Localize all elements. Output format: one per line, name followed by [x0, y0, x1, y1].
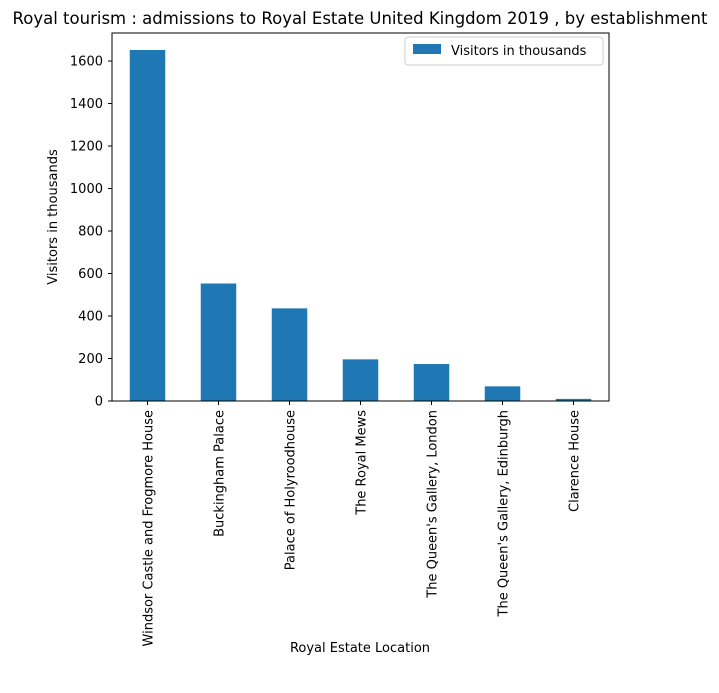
x-tick-label: The Queen's Gallery, Edinburgh	[497, 410, 512, 617]
legend: Visitors in thousands	[405, 37, 603, 65]
bar-4	[343, 359, 379, 401]
y-tick-label: 800	[78, 225, 103, 240]
y-tick-label: 1000	[70, 182, 103, 197]
y-tick-label: 200	[78, 352, 103, 367]
x-tick-label: Clarence House	[568, 410, 583, 512]
x-tick-label: The Queen's Gallery, London	[426, 410, 441, 599]
y-tick-label: 0	[95, 395, 103, 410]
bar-6	[485, 386, 521, 401]
y-tick-label: 1400	[70, 97, 103, 112]
y-tick-label: 400	[78, 310, 103, 325]
chart-title: Royal tourism : admissions to Royal Esta…	[13, 9, 708, 28]
x-axis-label: Royal Estate Location	[290, 641, 430, 656]
legend-swatch	[413, 44, 441, 54]
y-tick-label: 1600	[70, 55, 103, 70]
y-axis-label: Visitors in thousands	[46, 149, 61, 285]
x-tick-label: The Royal Mews	[355, 410, 370, 516]
y-tick-label: 600	[78, 267, 103, 282]
x-tick-label: Windsor Castle and Frogmore House	[142, 410, 157, 646]
y-tick-label: 1200	[70, 140, 103, 155]
bar-3	[272, 308, 308, 401]
bar-2	[201, 284, 237, 401]
x-tick-label: Palace of Holyroodhouse	[284, 410, 299, 570]
legend-label: Visitors in thousands	[451, 44, 587, 59]
bar-5	[414, 364, 450, 401]
bar-1	[130, 50, 166, 401]
x-tick-label: Buckingham Palace	[213, 410, 228, 537]
